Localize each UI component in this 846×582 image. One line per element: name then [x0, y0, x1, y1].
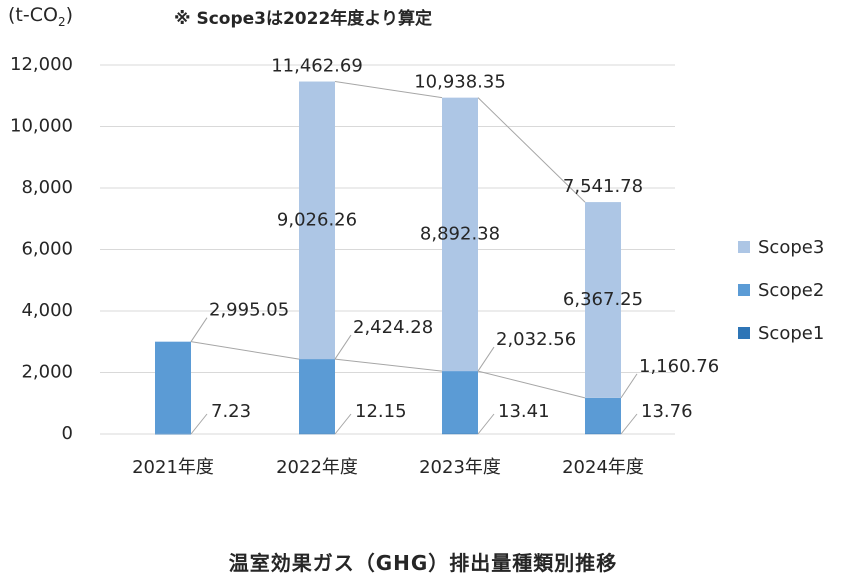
scope1-data-label: 12.15 [355, 401, 407, 422]
y-tick-label: 4,000 [21, 300, 73, 321]
bar-scope1 [442, 433, 478, 435]
bar-scope2 [155, 341, 191, 434]
scope3-note: ※ Scope3は2022年度より算定 [174, 9, 432, 29]
scope2-series-line [190, 341, 300, 360]
total-data-label: 7,541.78 [563, 176, 643, 197]
legend-item-scope3: Scope3 [738, 236, 825, 258]
scope1-leader-line [477, 413, 495, 435]
scope3-data-label: 8,892.38 [420, 223, 500, 244]
bar-scope2 [585, 397, 621, 434]
bar-scope1 [585, 433, 621, 435]
scope2-data-label: 1,160.76 [639, 356, 719, 377]
scope1-data-label: 7.23 [211, 401, 251, 422]
chart-legend: Scope3 Scope2 Scope1 [738, 236, 825, 367]
scope1-data-label: 13.41 [498, 401, 550, 422]
bar-scope3 [442, 97, 478, 372]
scope2-leader-line [334, 334, 352, 360]
y-tick-label: 6,000 [21, 239, 73, 260]
legend-label-scope1: Scope1 [758, 322, 825, 344]
x-category-label: 2023年度 [419, 457, 501, 478]
scope2-data-label: 2,032.56 [496, 329, 576, 350]
total-data-label: 10,938.35 [414, 72, 506, 93]
legend-swatch-scope3 [738, 241, 750, 253]
y-tick-label: 12,000 [10, 54, 73, 75]
scope3-series-line [477, 97, 586, 203]
y-tick-label: 0 [62, 423, 73, 444]
scope3-data-label: 6,367.25 [563, 289, 643, 310]
scope3-data-label: 9,026.26 [277, 209, 357, 230]
scope2-series-line [477, 370, 586, 399]
scope1-data-label: 13.76 [641, 401, 693, 422]
bar-scope2 [299, 359, 335, 434]
scope1-leader-line [190, 413, 208, 435]
scope2-leader-line [190, 317, 208, 342]
y-axis-unit-label: (t-CO2) [8, 4, 74, 29]
legend-swatch-scope1 [738, 327, 750, 339]
scope2-data-label: 2,995.05 [209, 300, 289, 321]
bar-scope3 [585, 202, 621, 398]
bar-scope1 [299, 433, 335, 435]
scope2-data-label: 2,424.28 [353, 317, 433, 338]
scope2-series-line [334, 358, 443, 372]
scope2-leader-line [477, 346, 495, 372]
scope2-leader-line [620, 373, 638, 399]
legend-item-scope2: Scope2 [738, 279, 825, 301]
x-category-label: 2024年度 [562, 457, 644, 478]
legend-label-scope2: Scope2 [758, 279, 825, 301]
legend-label-scope3: Scope3 [758, 236, 825, 258]
bar-scope1 [155, 433, 191, 435]
bar-scope2 [442, 371, 478, 434]
y-tick-label: 2,000 [21, 362, 73, 383]
y-tick-label: 8,000 [21, 177, 73, 198]
chart-caption: 温室効果ガス（GHG）排出量種類別推移 [228, 551, 618, 575]
scope1-leader-line [334, 413, 352, 435]
y-tick-label: 10,000 [10, 116, 73, 137]
x-category-label: 2022年度 [276, 457, 358, 478]
total-data-label: 11,462.69 [271, 56, 363, 77]
x-category-label: 2021年度 [132, 457, 214, 478]
legend-item-scope1: Scope1 [738, 322, 825, 344]
legend-swatch-scope2 [738, 284, 750, 296]
bar-scope3 [299, 81, 335, 360]
scope1-leader-line [620, 413, 638, 435]
scope3-series-line [334, 81, 443, 99]
